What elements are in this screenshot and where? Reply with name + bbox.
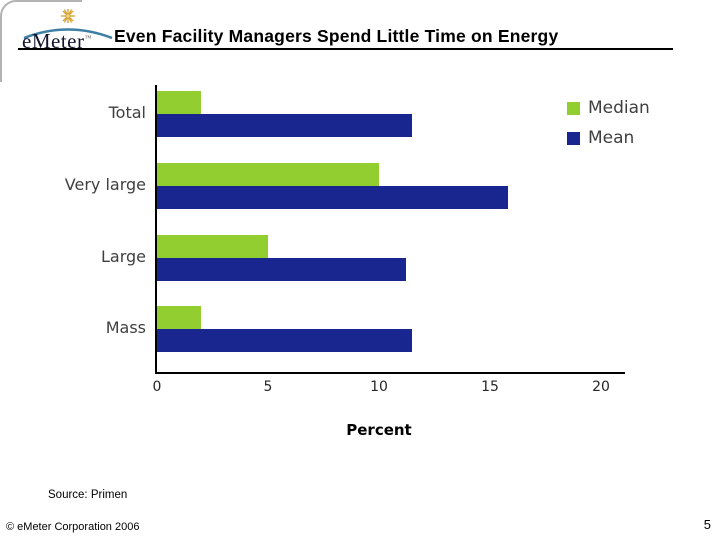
copyright-text: © eMeter Corporation 2006: [6, 521, 140, 533]
bar-mean-mass: [157, 329, 413, 353]
category-label: Very large: [64, 174, 146, 194]
bar-group-total: Total: [109, 85, 601, 157]
bar-median-total: [157, 91, 202, 114]
chart-x-axis-line: [155, 372, 625, 374]
bar-mean-large: [157, 257, 406, 281]
x-tick-label: 15: [481, 379, 499, 395]
x-axis-label: Percent: [346, 421, 412, 439]
category-label: Total: [108, 103, 146, 122]
category-label: Mass: [105, 318, 146, 338]
legend-item-median: Median: [567, 98, 650, 118]
chart-y-axis-line: [155, 85, 157, 374]
bar-median-mass: [157, 306, 202, 330]
x-tick-label: 0: [152, 379, 162, 395]
emeter-logo: eMeter™: [18, 8, 118, 53]
x-tick-label: 10: [370, 379, 388, 395]
bar-group-very-large: Very large: [65, 157, 601, 229]
bar-median-large: [157, 234, 268, 258]
median-swatch-icon: [567, 101, 580, 115]
logo-wordmark: eMeter™: [22, 29, 92, 54]
title-underline: [18, 48, 673, 50]
plot-area: Total Very large Large Mass: [65, 85, 601, 372]
sunburst-center: [65, 13, 71, 19]
chart-legend: Median Mean: [567, 98, 650, 158]
category-label: Large: [100, 246, 146, 266]
logo-trademark: ™: [84, 34, 92, 42]
page-number: 5: [703, 517, 711, 532]
page-title: Even Facility Managers Spend Little Time…: [114, 26, 559, 46]
bar-mean-very-large: [157, 185, 508, 209]
legend-label-mean: Mean: [588, 128, 635, 148]
mean-swatch-icon: [567, 131, 580, 145]
x-tick-label: 5: [263, 379, 273, 395]
emeter-logo-graphic: [23, 9, 113, 40]
x-ticks: 0 5 10 15 20: [153, 379, 610, 397]
legend-item-mean: Mean: [567, 128, 650, 148]
logo-arc: [23, 28, 113, 40]
source-note: Source: Primen: [48, 489, 128, 501]
legend-label-median: Median: [588, 98, 650, 118]
bar-median-very-large: [157, 162, 379, 186]
x-tick-label: 20: [592, 379, 610, 395]
bar-mean-total: [157, 114, 413, 137]
bar-group-large: Large: [101, 229, 601, 301]
bar-group-mass: Mass: [106, 300, 601, 372]
